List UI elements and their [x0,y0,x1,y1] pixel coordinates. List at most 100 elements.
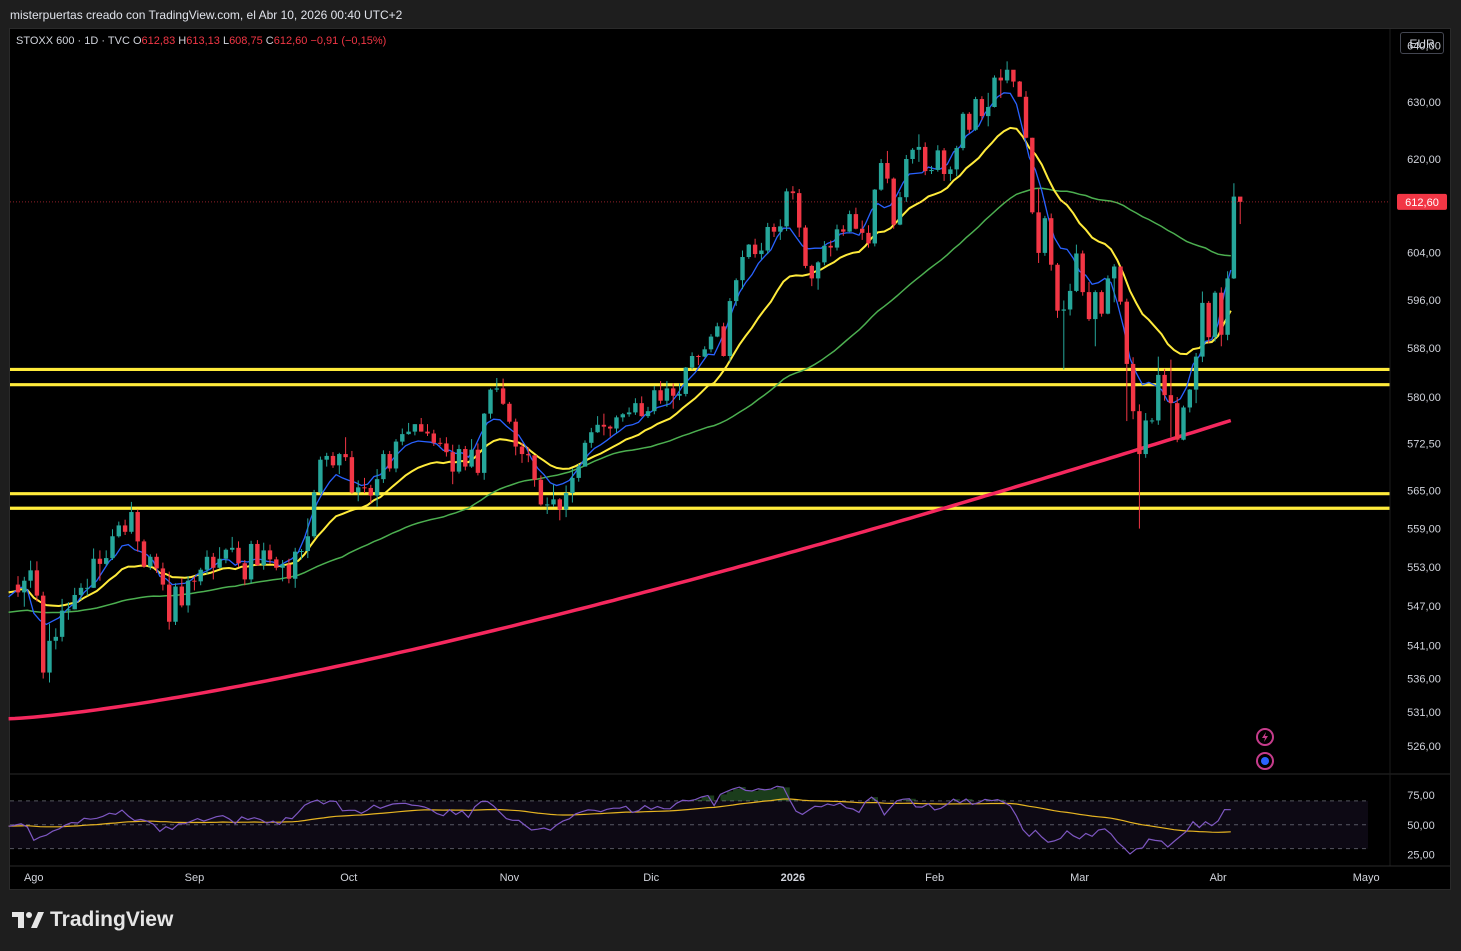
candle-body [652,390,657,412]
price-tick-label: 541,00 [1407,640,1441,652]
candle [771,223,777,237]
candle-body [1137,411,1142,455]
candle-body [381,454,386,480]
candle [324,452,329,467]
candle [494,377,499,393]
legend-open-label: O [132,35,142,47]
candle-body [563,493,569,510]
legend-close: 612,60 [273,35,308,47]
candle [129,501,134,534]
candle [1212,290,1218,342]
candle [948,166,953,181]
globe-icon[interactable] [1256,752,1274,770]
candle-body [78,587,84,595]
ema-fast-path [8,92,1232,626]
candle-body [1124,301,1129,364]
rsi-tick-label: 50,00 [1407,820,1435,832]
candle-body [1187,389,1192,408]
candle [179,578,184,608]
price-tick-label: 559,00 [1407,524,1441,536]
candle [97,550,103,581]
candle-body [368,487,373,496]
candle [563,485,569,518]
candle-body [1162,374,1167,396]
candle-body [1181,407,1186,440]
candle [519,442,525,463]
candle [236,541,241,568]
ema-fast-line [8,92,1232,626]
candle-body [198,569,203,582]
candle [431,429,436,446]
candle-body [337,454,342,466]
candle-body [916,146,922,150]
candle-body [664,388,670,401]
candle-body [72,594,77,610]
candle-body [475,449,481,473]
candle [878,158,884,191]
candle-body [230,547,235,550]
candle-body [513,421,518,447]
candle [286,558,292,584]
time-tick-label: Dic [643,872,659,884]
tradingview-logo: TradingView [12,908,173,932]
candle [582,440,588,467]
candle-body [708,336,714,350]
candle [368,484,373,504]
candle-body [860,228,865,233]
candle-body [954,148,959,170]
time-tick-label: Mayo [1353,872,1380,884]
candle [34,561,40,602]
lightning-icon[interactable] [1256,728,1274,746]
candle [223,548,229,564]
chart-frame[interactable] [9,28,1451,890]
candle [557,498,562,521]
candle-body [305,536,310,552]
candle-body [784,191,789,227]
candle [1105,275,1111,315]
candle-body [519,446,525,455]
candle-body [715,326,720,337]
candle-body [815,262,821,279]
candle [998,69,1003,98]
candle-body [866,232,871,244]
candle-body [400,434,405,442]
candle-body [110,536,115,559]
candle-body [1086,292,1092,320]
candle [1238,196,1243,225]
candle [1118,266,1123,305]
candle-body [349,457,355,493]
price-tick-label: 630,00 [1407,97,1441,109]
candle-body [148,556,153,567]
price-tick-label: 596,00 [1407,295,1441,307]
candle [116,521,121,538]
candle [652,385,657,415]
candle-body [173,586,178,622]
candle-body [412,424,418,432]
candle-body [1118,266,1123,302]
candle-body [671,388,676,396]
candle [715,322,720,338]
candle [374,469,380,507]
candle-body [406,431,411,435]
candle [664,381,670,407]
legend-open: 612,83 [141,35,176,47]
candle [1055,262,1060,318]
currency-button[interactable]: EUR [1400,32,1444,54]
candle [362,477,367,494]
candle [1049,213,1054,271]
rsi-overbought-fill [317,786,1004,801]
candle-body [828,245,833,248]
candle-body [160,568,166,585]
candle-body [992,77,997,107]
candle [1162,368,1167,401]
candle [853,207,859,230]
candle-body [853,214,859,229]
candle [204,550,210,575]
candle-body [15,584,21,593]
candle [929,165,934,174]
candle [456,444,462,474]
candle-body [311,492,317,537]
candle [41,591,46,679]
candle [1067,283,1073,316]
